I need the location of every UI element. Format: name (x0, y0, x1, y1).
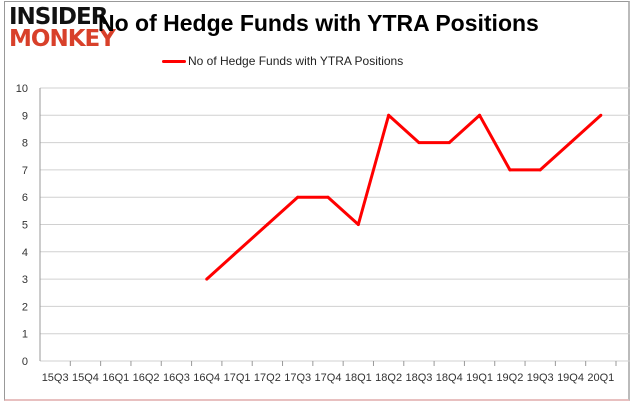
x-tick-label: 20Q1 (587, 372, 614, 384)
y-tick-label: 1 (22, 329, 28, 341)
x-tick-label: 18Q2 (375, 372, 402, 384)
x-tick-label: 18Q1 (345, 372, 372, 384)
y-tick-label: 4 (22, 247, 28, 259)
legend-label: No of Hedge Funds with YTRA Positions (188, 54, 404, 68)
x-tick-label: 18Q4 (436, 372, 463, 384)
chart-frame (4, 1, 630, 401)
logo-line1: INSIDER (9, 4, 108, 30)
chart-title: No of Hedge Funds with YTRA Positions (98, 10, 539, 36)
data-point (447, 141, 451, 145)
data-point (205, 277, 209, 281)
x-tick-label: 15Q3 (42, 372, 69, 384)
y-tick-label: 3 (22, 274, 28, 286)
legend: No of Hedge Funds with YTRA Positions (162, 54, 403, 68)
data-point (417, 141, 421, 145)
x-tick-label: 17Q2 (254, 372, 281, 384)
y-tick-label: 9 (22, 110, 28, 122)
x-tick-label: 16Q2 (133, 372, 160, 384)
x-tick-label: 18Q3 (405, 372, 432, 384)
x-tick-label: 17Q3 (284, 372, 311, 384)
x-tick-label: 19Q4 (557, 372, 584, 384)
data-point (599, 113, 603, 117)
legend-swatch (162, 59, 186, 63)
y-tick-label: 2 (22, 301, 28, 313)
y-tick-label: 8 (22, 138, 28, 150)
x-tick-label: 19Q3 (527, 372, 554, 384)
x-tick-label: 16Q1 (102, 372, 129, 384)
data-point (478, 113, 482, 117)
y-tick-label: 6 (22, 192, 28, 204)
y-tick-label: 0 (22, 356, 28, 368)
data-point (508, 168, 512, 172)
series-line (205, 113, 602, 281)
x-tick-label: 17Q1 (224, 372, 251, 384)
y-tick-label: 7 (22, 165, 28, 177)
x-tick-label: 17Q4 (315, 372, 342, 384)
data-point (235, 250, 239, 254)
data-point (326, 195, 330, 199)
y-tick-label: 10 (16, 83, 28, 95)
x-tick-label: 19Q2 (496, 372, 523, 384)
logo-line2: MONKEY (9, 26, 116, 52)
x-tick-label: 19Q1 (466, 372, 493, 384)
data-point (569, 141, 573, 145)
x-tick-label: 16Q4 (193, 372, 220, 384)
insider-monkey-logo: INSIDER MONKEY (9, 4, 116, 52)
data-point (296, 195, 300, 199)
data-point (356, 223, 360, 226)
y-tick-label: 5 (22, 220, 28, 232)
data-point (538, 168, 542, 172)
data-point (265, 223, 269, 226)
x-tick-label: 16Q3 (163, 372, 190, 384)
x-tick-label: 15Q4 (72, 372, 99, 384)
data-point (387, 113, 391, 117)
